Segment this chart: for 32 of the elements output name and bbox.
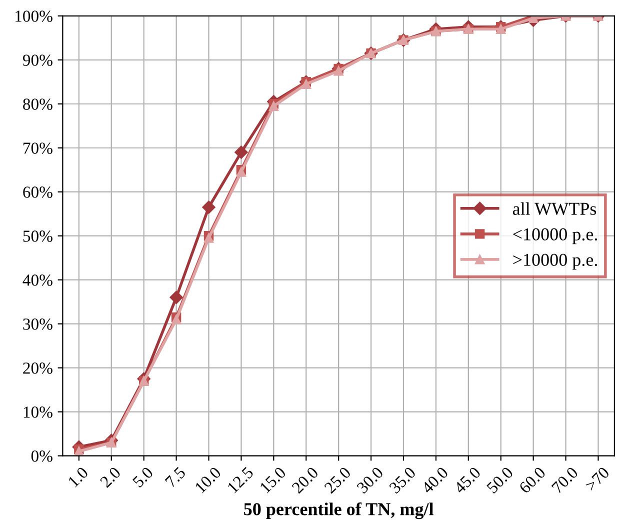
y-tick-label: 90% <box>22 54 52 66</box>
y-tick-label: 80% <box>23 98 52 110</box>
x-tick-label: 50.0 <box>486 466 514 494</box>
y-tick-label: 100% <box>16 10 52 22</box>
x-tick-label: 30.0 <box>356 466 384 494</box>
x-tick-label: 15.0 <box>259 466 287 494</box>
legend-label: all WWTPs <box>512 202 596 216</box>
legend-label: <10000 p.e. <box>513 228 598 244</box>
y-tick-label: 10% <box>24 406 52 418</box>
y-tick-label: 50% <box>23 230 52 242</box>
y-tick-label: 0% <box>31 450 52 462</box>
x-tick-label: 35.0 <box>388 466 416 494</box>
x-tick-label: 1.0 <box>68 466 89 488</box>
x-tick-label: 25.0 <box>324 466 352 494</box>
x-tick-label: 20.0 <box>291 466 319 494</box>
x-tick-label: 10.0 <box>194 466 222 494</box>
x-tick-label: >70 <box>584 466 610 492</box>
x-tick-label: 12.5 <box>226 466 254 494</box>
x-tick-label: 60.0 <box>518 466 546 494</box>
y-tick-label: 40% <box>22 274 52 286</box>
x-tick-label: 7.5 <box>164 466 186 488</box>
x-axis-title: 50 percentile of TN, mg/l <box>244 502 434 520</box>
y-tick-label: 60% <box>23 186 52 198</box>
x-tick-label: 45.0 <box>453 466 482 494</box>
x-tick-label: 5.0 <box>132 466 154 488</box>
x-tick-label: 40.0 <box>420 466 449 494</box>
x-tick-label: 70.0 <box>551 466 579 494</box>
y-tick-label: 70% <box>24 142 52 154</box>
x-tick-label: 2.0 <box>100 466 122 488</box>
legend-label: >10000 p.e. <box>513 254 598 270</box>
y-tick-label: 20% <box>23 362 52 374</box>
y-tick-label: 30% <box>23 318 52 330</box>
